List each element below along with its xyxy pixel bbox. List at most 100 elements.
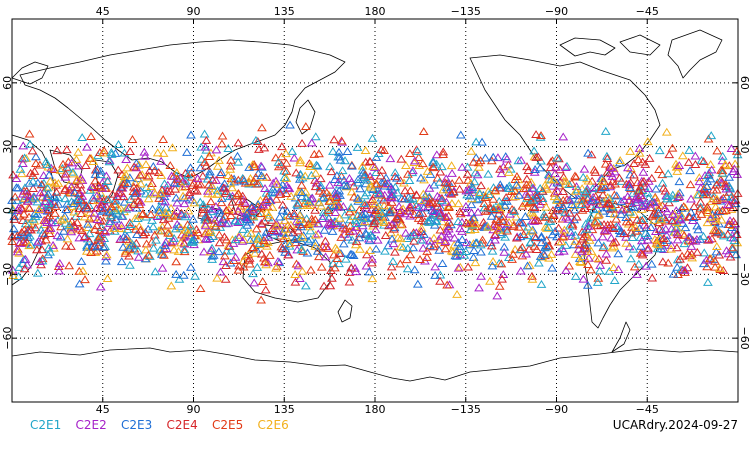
occultation-point	[536, 131, 546, 140]
occultation-point	[615, 156, 626, 164]
occultation-point	[113, 165, 124, 174]
occultation-point	[564, 208, 575, 217]
occultation-point	[659, 238, 669, 247]
occultation-point	[15, 164, 26, 173]
occultation-point	[267, 184, 278, 193]
occultation-point	[338, 219, 349, 228]
occultation-point	[606, 163, 616, 172]
occultation-point	[514, 190, 524, 199]
occultation-point	[190, 271, 201, 280]
occultation-point	[674, 161, 685, 170]
occultation-point	[570, 186, 581, 195]
occultation-point	[611, 191, 622, 200]
occultation-point	[224, 192, 235, 201]
occultation-point	[170, 224, 181, 233]
occultation-point	[693, 225, 704, 234]
occultation-point	[326, 266, 336, 274]
occultation-point	[364, 267, 375, 276]
occultation-point	[54, 258, 65, 267]
occultation-point	[71, 154, 82, 163]
occultation-point	[50, 208, 60, 217]
occultation-point	[77, 191, 88, 200]
occultation-point	[134, 200, 145, 209]
occultation-point	[494, 201, 505, 210]
occultation-point	[281, 158, 292, 167]
occultation-point	[106, 149, 117, 158]
occultation-point	[586, 150, 597, 159]
occultation-point	[17, 204, 28, 213]
occultation-point	[195, 163, 206, 172]
occultation-point	[220, 212, 230, 221]
occultation-point	[587, 195, 598, 204]
occultation-point	[419, 229, 429, 238]
occultation-point	[563, 214, 574, 223]
occultation-point	[143, 250, 154, 259]
occultation-point	[56, 215, 67, 224]
occultation-point	[277, 205, 288, 214]
occultation-point	[640, 198, 651, 207]
occultation-point	[332, 245, 342, 254]
occultation-point	[372, 235, 383, 244]
occultation-point	[541, 202, 552, 211]
occultation-point	[307, 193, 318, 202]
occultation-point	[33, 236, 44, 245]
occultation-point	[230, 235, 241, 244]
occultation-point	[640, 159, 651, 168]
occultation-point	[290, 270, 300, 278]
occultation-point	[613, 265, 624, 273]
occultation-point	[672, 228, 683, 237]
occultation-point	[346, 161, 357, 170]
occultation-point	[466, 146, 477, 155]
occultation-point	[692, 247, 703, 256]
occultation-point	[527, 226, 537, 235]
occultation-point	[360, 209, 371, 218]
occultation-point	[370, 199, 381, 208]
occultation-point	[480, 153, 491, 162]
occultation-point	[651, 210, 661, 219]
occultation-point	[313, 229, 324, 238]
occultation-point	[364, 156, 375, 165]
occultation-point	[284, 184, 295, 193]
occultation-point	[565, 227, 576, 236]
occultation-point	[386, 262, 397, 271]
occultation-point	[88, 213, 99, 222]
occultation-point	[658, 234, 669, 242]
occultation-point	[637, 250, 648, 259]
occultation-point	[281, 189, 292, 198]
occultation-point	[111, 214, 121, 223]
occultation-point	[280, 231, 291, 240]
occultation-point	[179, 245, 190, 254]
occultation-point	[583, 221, 594, 230]
occultation-point	[554, 165, 565, 174]
occultation-point	[680, 267, 690, 276]
occultation-point	[124, 251, 134, 260]
occultation-point	[253, 234, 264, 243]
occultation-point	[411, 190, 422, 199]
occultation-point	[73, 161, 84, 170]
occultation-point	[139, 147, 150, 156]
x-tick-label-bottom: −45	[636, 403, 659, 416]
occultation-point	[457, 162, 468, 171]
occultation-point	[662, 194, 673, 203]
occultation-point	[329, 263, 340, 272]
occultation-point	[320, 252, 331, 261]
occultation-point	[474, 189, 485, 198]
occultation-point	[303, 236, 314, 245]
occultation-point	[22, 260, 33, 269]
occultation-point	[584, 217, 595, 226]
occultation-point	[405, 194, 416, 203]
occultation-point	[727, 243, 738, 252]
occultation-point	[517, 201, 528, 210]
occultation-point	[202, 174, 213, 183]
occultation-point	[248, 269, 258, 278]
occultation-point	[424, 217, 434, 226]
occultation-point	[318, 242, 328, 251]
occultation-point	[158, 215, 169, 224]
occultation-point	[437, 193, 447, 202]
occultation-point	[695, 202, 706, 211]
occultation-point	[561, 265, 571, 274]
occultation-point	[601, 249, 612, 258]
occultation-point	[469, 246, 479, 254]
occultation-point	[550, 226, 561, 235]
occultation-point	[513, 182, 524, 191]
